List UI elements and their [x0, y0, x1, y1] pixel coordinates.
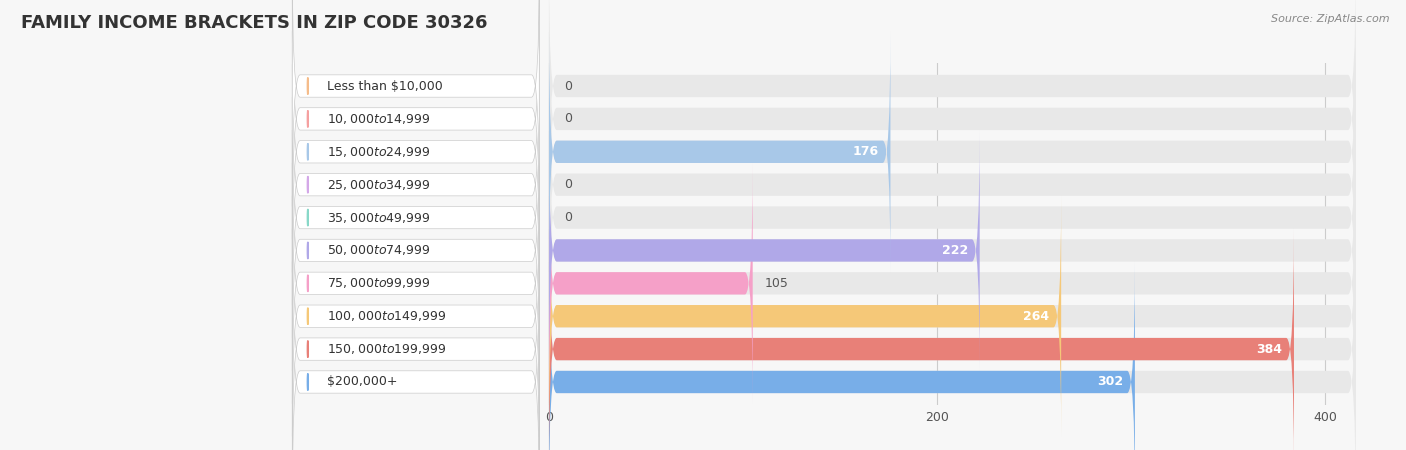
Text: $25,000 to $34,999: $25,000 to $34,999	[328, 178, 430, 192]
Text: $150,000 to $199,999: $150,000 to $199,999	[328, 342, 447, 356]
Text: 0: 0	[564, 80, 572, 93]
FancyBboxPatch shape	[292, 163, 540, 404]
FancyBboxPatch shape	[292, 32, 540, 272]
FancyBboxPatch shape	[548, 163, 1355, 404]
FancyBboxPatch shape	[548, 32, 890, 272]
FancyBboxPatch shape	[292, 64, 540, 305]
Text: $75,000 to $99,999: $75,000 to $99,999	[328, 276, 430, 290]
FancyBboxPatch shape	[548, 32, 1355, 272]
FancyBboxPatch shape	[292, 0, 540, 239]
Text: 384: 384	[1257, 342, 1282, 356]
Text: 0: 0	[564, 178, 572, 191]
Text: $35,000 to $49,999: $35,000 to $49,999	[328, 211, 430, 225]
Text: $15,000 to $24,999: $15,000 to $24,999	[328, 145, 430, 159]
FancyBboxPatch shape	[292, 0, 540, 207]
Text: Source: ZipAtlas.com: Source: ZipAtlas.com	[1271, 14, 1389, 23]
FancyBboxPatch shape	[548, 130, 1355, 371]
Text: 302: 302	[1097, 375, 1123, 388]
Text: Less than $10,000: Less than $10,000	[328, 80, 443, 93]
FancyBboxPatch shape	[548, 261, 1135, 450]
FancyBboxPatch shape	[548, 229, 1294, 450]
Text: $50,000 to $74,999: $50,000 to $74,999	[328, 243, 430, 257]
FancyBboxPatch shape	[548, 0, 1355, 207]
FancyBboxPatch shape	[292, 261, 540, 450]
Text: FAMILY INCOME BRACKETS IN ZIP CODE 30326: FAMILY INCOME BRACKETS IN ZIP CODE 30326	[21, 14, 488, 32]
Text: 222: 222	[942, 244, 969, 257]
FancyBboxPatch shape	[548, 64, 1355, 305]
Text: 264: 264	[1024, 310, 1049, 323]
Text: $100,000 to $149,999: $100,000 to $149,999	[328, 309, 447, 323]
Text: $200,000+: $200,000+	[328, 375, 398, 388]
FancyBboxPatch shape	[548, 0, 1355, 239]
FancyBboxPatch shape	[548, 196, 1355, 436]
Text: 176: 176	[852, 145, 879, 158]
Text: 105: 105	[765, 277, 789, 290]
FancyBboxPatch shape	[292, 130, 540, 371]
Text: 0: 0	[564, 112, 572, 126]
FancyBboxPatch shape	[548, 261, 1355, 450]
Text: 0: 0	[564, 211, 572, 224]
FancyBboxPatch shape	[292, 229, 540, 450]
FancyBboxPatch shape	[548, 130, 980, 371]
FancyBboxPatch shape	[548, 229, 1355, 450]
FancyBboxPatch shape	[292, 196, 540, 436]
FancyBboxPatch shape	[548, 97, 1355, 338]
FancyBboxPatch shape	[548, 196, 1062, 436]
Text: $10,000 to $14,999: $10,000 to $14,999	[328, 112, 430, 126]
FancyBboxPatch shape	[292, 97, 540, 338]
FancyBboxPatch shape	[548, 163, 752, 404]
